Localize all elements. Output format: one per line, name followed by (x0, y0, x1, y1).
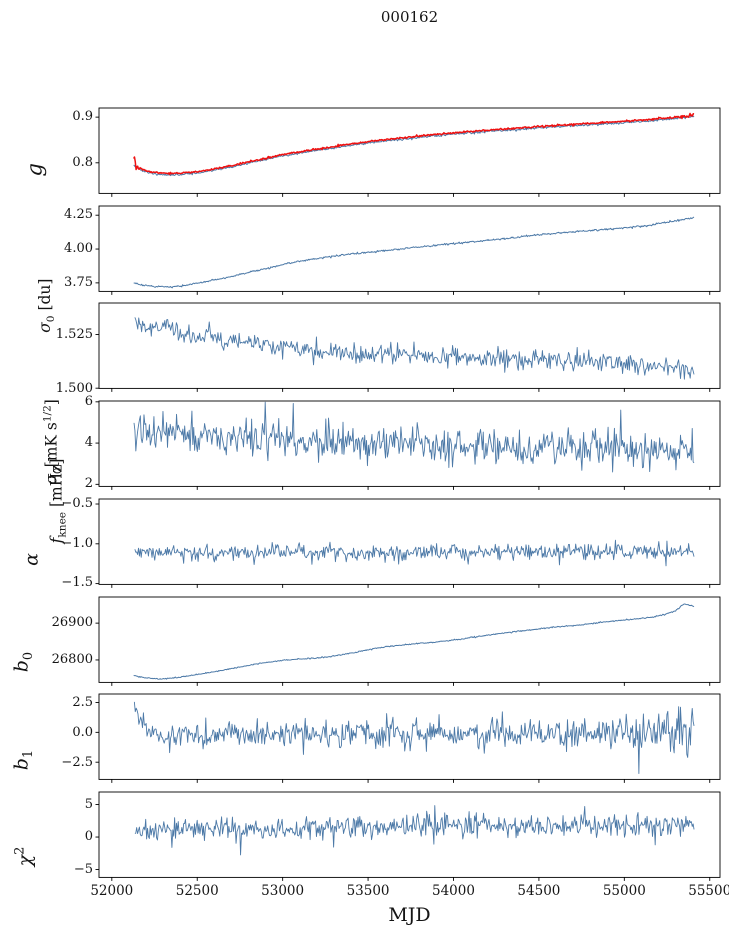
y-tick-label: 2 (84, 476, 93, 492)
panel-b1 (95, 693, 721, 784)
axes-spine (98, 498, 721, 585)
y-tick-label: 5 (84, 796, 93, 812)
sigma0-du-line (133, 216, 695, 289)
b1-line (133, 702, 695, 775)
y-tick-label: 0.9 (72, 109, 93, 125)
b0-line (133, 603, 695, 680)
x-tick-label: 55000 (602, 883, 646, 900)
sigma0-mks-line (134, 317, 695, 381)
y-tick-label: −5 (73, 861, 93, 877)
y-axis-label-chi2: χ2 (12, 846, 36, 867)
panel-fknee (95, 400, 721, 491)
alpha-line (134, 539, 695, 567)
y-tick-label: 0 (84, 829, 93, 845)
y-tick-label: −1.5 (61, 575, 93, 591)
y-axis-label-g: g (22, 163, 47, 177)
y-tick-label: 4 (84, 435, 93, 451)
y-tick-label: −0.5 (61, 495, 93, 511)
y-axis-label-b0: b0 (10, 651, 37, 673)
y-tick-label: 1.500 (55, 380, 93, 396)
x-axis-label: MJD (388, 904, 431, 926)
fknee-line (133, 401, 695, 473)
panel-g (95, 107, 721, 197)
y-tick-label: 6 (84, 393, 93, 409)
panel-chi2 (95, 791, 721, 881)
chart-title: 000162 (380, 8, 439, 26)
axes-spine (98, 596, 721, 683)
y-tick-label: 4.00 (64, 240, 93, 256)
y-tick-label: −2.5 (61, 754, 93, 770)
axes-spine (98, 107, 721, 194)
panel-sigma0-mks (95, 302, 721, 393)
panel-alpha (95, 498, 721, 588)
y-tick-label: 2.5 (72, 694, 93, 710)
x-tick-label: 52500 (175, 883, 219, 900)
x-tick-label: 53500 (346, 883, 390, 900)
y-tick-label: −1.0 (61, 535, 93, 551)
axes-spine (98, 400, 721, 488)
y-tick-label: 26800 (51, 651, 93, 667)
panel-b0 (95, 596, 721, 686)
y-tick-label: 3.75 (64, 274, 93, 290)
x-tick-label: 52000 (90, 883, 134, 900)
x-tick-label: 54500 (517, 883, 561, 900)
panel-sigma0-du (95, 205, 721, 295)
axes-spine (98, 302, 721, 390)
chi2-line (134, 805, 695, 856)
y-tick-label: 0.0 (72, 724, 93, 740)
axes-spine (98, 791, 721, 878)
axes-spine (98, 693, 721, 781)
y-tick-label: 26900 (51, 614, 93, 630)
y-axis-label-sigma0-du: σ0 [du] (36, 278, 58, 333)
y-axis-label-b1: b1 (10, 749, 37, 771)
y-tick-label: 1.525 (55, 326, 93, 342)
x-tick-label: 55500 (688, 883, 729, 900)
g-data-red (133, 112, 695, 176)
g-model-blue (133, 115, 695, 177)
x-tick-label: 53000 (261, 883, 305, 900)
y-tick-label: 0.8 (72, 154, 93, 170)
x-tick-label: 54000 (432, 883, 475, 900)
y-tick-label: 4.25 (64, 206, 93, 222)
y-axis-label-alpha: α (20, 553, 43, 566)
